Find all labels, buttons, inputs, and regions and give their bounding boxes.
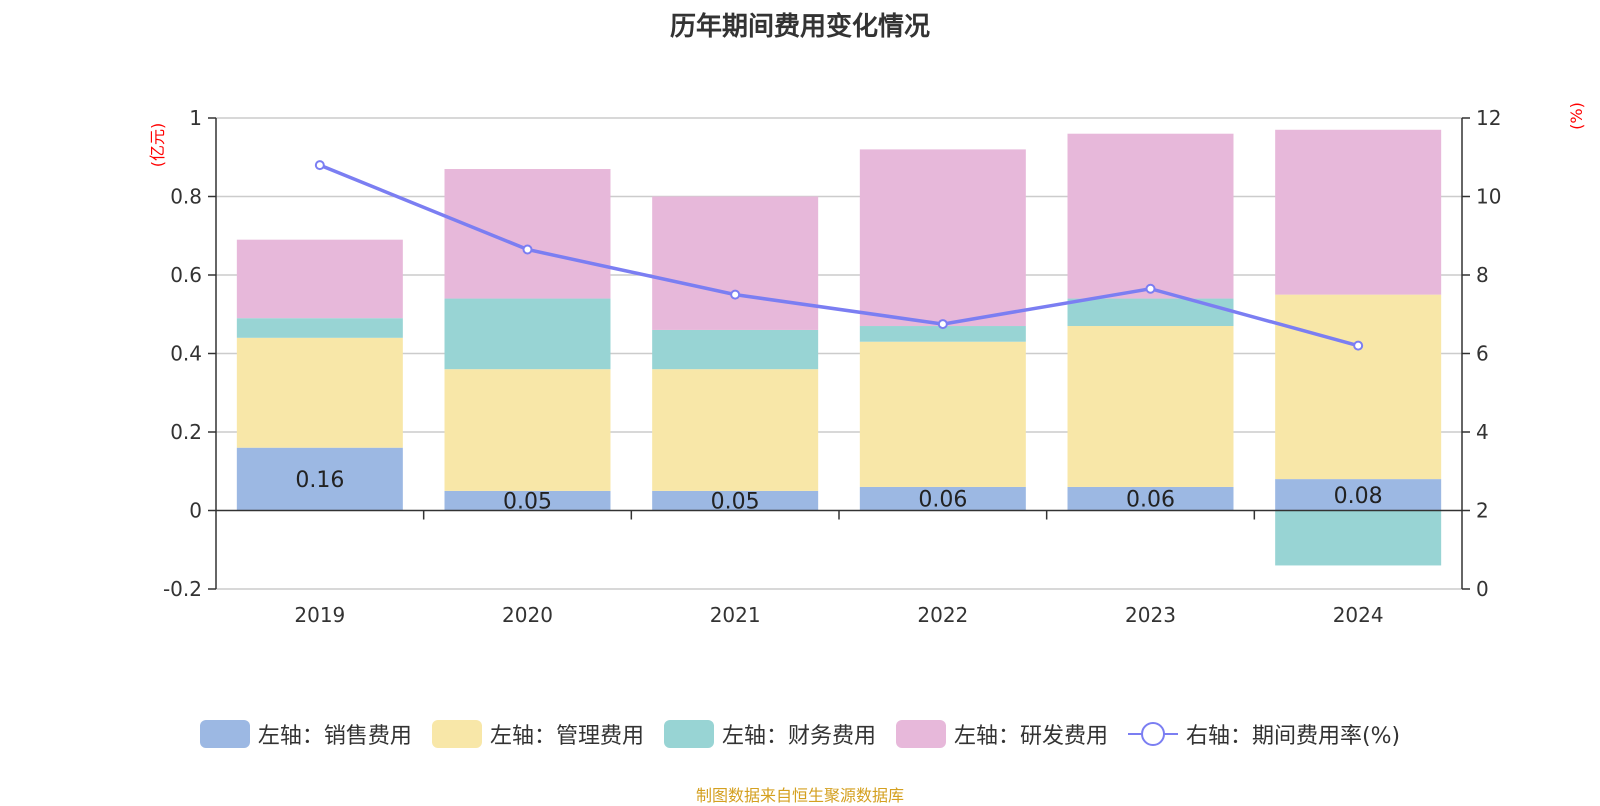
legend-label-rate: 右轴：期间费用率(%) xyxy=(1185,724,1401,749)
legend-swatch-sales xyxy=(199,720,250,748)
data-label-2021: 0.05 xyxy=(711,490,760,515)
bar-admin-2020 xyxy=(444,369,611,491)
legend-item-admin[interactable]: 左轴：管理费用 xyxy=(431,718,644,750)
bar-rnd-2020 xyxy=(444,169,611,299)
bar-admin-2024 xyxy=(1275,294,1442,480)
bar-rnd-2019 xyxy=(236,239,403,319)
bar-finance-2021 xyxy=(652,329,819,370)
bar-rnd-2021 xyxy=(652,196,819,330)
left-axis-unit: (亿元) xyxy=(148,123,167,168)
bar-sales-2023 xyxy=(1067,486,1234,511)
data-label-2022: 0.06 xyxy=(918,488,967,513)
x-axis-tick-label: 2024 xyxy=(1333,603,1384,627)
left-axis-tick-label: 0.2 xyxy=(170,420,202,444)
grid-layer xyxy=(216,117,1462,590)
x-axis-tick-label: 2023 xyxy=(1125,603,1176,627)
label-layer: 0.16 0.05 0.05 0.06 0.06 0.08 xyxy=(295,468,1382,515)
legend-swatch-finance xyxy=(663,720,714,748)
legend-label-finance: 左轴：财务费用 xyxy=(721,724,876,749)
legend-line-marker-icon xyxy=(1127,720,1178,748)
bar-sales-2022 xyxy=(859,486,1026,511)
bar-finance-2024 xyxy=(1275,510,1442,566)
rate-point-2024 xyxy=(1353,340,1364,351)
x-axis-tick-label: 2020 xyxy=(502,603,553,627)
bar-sales-2020 xyxy=(444,490,611,511)
right-axis-tick-label: 2 xyxy=(1476,499,1489,523)
bar-rnd-2024 xyxy=(1275,129,1442,295)
legend-label-admin: 左轴：管理费用 xyxy=(489,724,644,749)
rate-point-2023 xyxy=(1145,283,1156,294)
line-layer xyxy=(314,160,1364,351)
bar-admin-2023 xyxy=(1067,326,1234,487)
right-axis-tick-label: 4 xyxy=(1476,420,1489,444)
bar-layer xyxy=(236,129,1442,566)
left-axis-tick-label: 1 xyxy=(189,106,202,130)
legend-label-sales: 左轴：销售费用 xyxy=(257,724,412,749)
rate-point-2020 xyxy=(522,244,533,255)
data-label-2019: 0.16 xyxy=(295,468,344,493)
x-axis-tick-label: 2022 xyxy=(917,603,968,627)
bar-finance-2019 xyxy=(236,318,403,338)
left-axis-tick-label: -0.2 xyxy=(163,577,202,601)
bar-rnd-2022 xyxy=(859,149,1026,327)
legend-item-rnd[interactable]: 左轴：研发费用 xyxy=(895,718,1108,750)
right-axis-tick-label: 6 xyxy=(1476,342,1489,366)
right-axis-tick-label: 10 xyxy=(1476,185,1501,209)
source-note: 制图数据来自恒生聚源数据库 xyxy=(695,786,904,805)
rate-point-2021 xyxy=(730,289,741,300)
rate-point-2022 xyxy=(937,319,948,330)
rate-line xyxy=(319,163,1359,348)
legend-item-finance[interactable]: 左轴：财务费用 xyxy=(663,718,876,750)
chart-title: 历年期间费用变化情况 xyxy=(669,12,930,42)
bar-admin-2019 xyxy=(236,337,403,448)
bar-finance-2023 xyxy=(1067,298,1234,327)
data-label-2024: 0.08 xyxy=(1334,484,1383,509)
bar-sales-2021 xyxy=(652,490,819,511)
bar-rnd-2023 xyxy=(1067,133,1234,299)
bar-finance-2022 xyxy=(859,326,1026,342)
right-axis-tick-label: 0 xyxy=(1476,577,1489,601)
data-label-2020: 0.05 xyxy=(503,490,552,515)
right-axis-unit: (%) xyxy=(1567,102,1586,130)
rate-point-2019 xyxy=(314,160,325,171)
bar-sales-2019 xyxy=(236,447,403,511)
legend-item-rate[interactable]: 右轴：期间费用率(%) xyxy=(1127,718,1401,750)
legend-label-rnd: 左轴：研发费用 xyxy=(953,724,1108,749)
data-label-2023: 0.06 xyxy=(1126,488,1175,513)
legend: 左轴：销售费用 左轴：管理费用 左轴：财务费用 左轴：研发费用 右轴：期间费用率… xyxy=(0,718,1600,750)
legend-swatch-rnd xyxy=(895,720,946,748)
x-axis-tick-label: 2019 xyxy=(294,603,345,627)
bar-admin-2021 xyxy=(652,369,819,491)
legend-swatch-admin xyxy=(431,720,482,748)
bar-sales-2024 xyxy=(1275,479,1442,511)
left-axis-tick-label: 0.6 xyxy=(170,263,202,287)
x-axis-tick-label: 2021 xyxy=(710,603,761,627)
left-axis-tick-label: 0.8 xyxy=(170,185,202,209)
bar-admin-2022 xyxy=(859,341,1026,487)
bar-finance-2020 xyxy=(444,298,611,370)
right-axis-tick-label: 12 xyxy=(1476,106,1501,130)
left-axis-tick-label: 0 xyxy=(189,499,202,523)
right-axis-tick-label: 8 xyxy=(1476,263,1489,287)
left-axis-tick-label: 0.4 xyxy=(170,342,202,366)
legend-item-sales[interactable]: 左轴：销售费用 xyxy=(199,718,412,750)
